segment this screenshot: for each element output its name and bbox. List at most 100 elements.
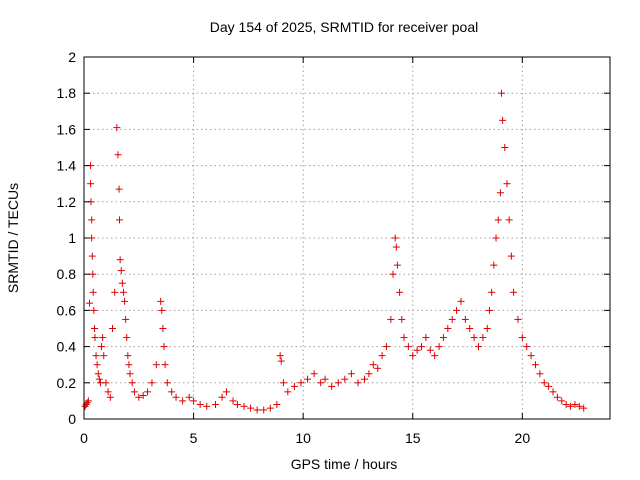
- x-tick-label: 5: [190, 430, 198, 446]
- data-point: [130, 388, 138, 396]
- data-point: [91, 334, 99, 342]
- data-point: [88, 216, 96, 224]
- data-point: [126, 370, 134, 378]
- data-point: [266, 404, 274, 412]
- data-point: [229, 397, 237, 405]
- data-point: [99, 334, 107, 342]
- data-point: [121, 297, 129, 305]
- data-point: [545, 382, 553, 390]
- data-point: [81, 402, 89, 410]
- data-point: [95, 375, 103, 383]
- data-point: [168, 388, 176, 396]
- data-point: [494, 216, 502, 224]
- data-point: [218, 393, 226, 401]
- data-point: [413, 346, 421, 354]
- data-point: [279, 379, 287, 387]
- data-point: [119, 288, 127, 296]
- data-point: [222, 388, 230, 396]
- data-point: [84, 397, 92, 405]
- data-point: [457, 297, 465, 305]
- data-point: [233, 401, 241, 409]
- data-point: [104, 388, 112, 396]
- data-point: [85, 299, 93, 307]
- data-point: [160, 343, 168, 351]
- data-point: [108, 325, 116, 332]
- data-point: [247, 404, 255, 412]
- data-point: [88, 252, 96, 260]
- data-point: [310, 370, 318, 378]
- data-point: [148, 379, 156, 387]
- data-point: [91, 325, 99, 332]
- data-point: [135, 393, 143, 401]
- data-point: [490, 261, 498, 269]
- data-point: [111, 288, 119, 296]
- data-point: [435, 343, 443, 351]
- data-point: [163, 379, 171, 387]
- data-point: [157, 297, 165, 305]
- data-point: [439, 334, 447, 342]
- data-point: [179, 397, 187, 405]
- data-point: [115, 185, 123, 193]
- data-point: [418, 343, 426, 351]
- data-point: [106, 393, 114, 401]
- data-point: [98, 343, 106, 351]
- data-point: [553, 393, 561, 401]
- data-point: [260, 406, 268, 414]
- data-point: [426, 346, 434, 354]
- data-point: [501, 144, 509, 151]
- data-point: [400, 334, 408, 342]
- data-point: [83, 399, 91, 407]
- x-tick-label: 15: [405, 430, 421, 446]
- data-point: [485, 306, 493, 314]
- x-tick-label: 0: [80, 430, 88, 446]
- x-axis-label: GPS time / hours: [291, 456, 398, 472]
- y-tick-label: 0.8: [57, 266, 77, 282]
- data-point: [158, 306, 166, 314]
- data-point: [475, 343, 482, 351]
- y-tick-label: 1: [68, 230, 76, 246]
- y-tick-label: 0: [68, 411, 76, 427]
- data-point: [277, 357, 285, 365]
- data-point: [387, 315, 395, 323]
- data-point: [531, 361, 539, 369]
- data-point: [196, 401, 204, 409]
- data-point: [94, 370, 102, 378]
- data-point: [527, 352, 535, 360]
- data-point: [87, 180, 95, 188]
- y-tick-label: 1.4: [57, 158, 77, 174]
- data-point: [503, 180, 511, 188]
- data-point: [334, 379, 342, 387]
- data-point: [253, 406, 261, 414]
- data-point: [409, 352, 417, 360]
- data-point: [212, 401, 219, 409]
- data-point: [466, 325, 474, 332]
- data-point: [90, 306, 98, 314]
- data-point: [361, 375, 369, 383]
- data-point: [317, 379, 325, 387]
- data-point: [116, 216, 124, 224]
- data-point: [117, 267, 125, 275]
- data-point: [518, 334, 526, 342]
- x-tick-label: 20: [515, 430, 531, 446]
- data-point: [341, 375, 349, 383]
- data-point: [144, 388, 152, 396]
- data-point: [369, 361, 377, 369]
- data-point: [404, 343, 412, 351]
- data-point: [276, 352, 284, 360]
- data-point: [444, 325, 452, 332]
- data-point: [123, 334, 131, 342]
- data-point: [453, 306, 461, 314]
- data-point: [448, 315, 456, 323]
- data-point: [116, 256, 124, 264]
- y-tick-label: 0.6: [57, 302, 77, 318]
- data-point: [523, 343, 531, 351]
- data-point: [240, 402, 248, 410]
- data-point: [499, 116, 507, 124]
- data-point: [510, 288, 518, 296]
- x-tick-label: 10: [295, 430, 311, 446]
- data-point: [161, 361, 169, 369]
- data-point: [114, 151, 122, 159]
- data-point: [496, 189, 504, 197]
- data-point: [190, 397, 198, 405]
- data-point: [488, 288, 496, 296]
